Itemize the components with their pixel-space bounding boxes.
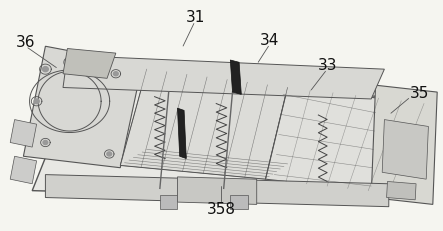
- Polygon shape: [10, 157, 37, 184]
- Text: 31: 31: [186, 10, 205, 25]
- Text: 35: 35: [410, 85, 429, 100]
- Text: 36: 36: [16, 35, 35, 50]
- Text: 358: 358: [207, 202, 236, 216]
- Polygon shape: [120, 70, 288, 179]
- Polygon shape: [63, 49, 116, 79]
- Polygon shape: [382, 120, 428, 179]
- Polygon shape: [107, 152, 112, 156]
- Polygon shape: [265, 88, 424, 193]
- Polygon shape: [387, 182, 416, 200]
- Polygon shape: [46, 175, 389, 207]
- Polygon shape: [63, 56, 385, 100]
- Polygon shape: [113, 72, 118, 76]
- Text: 34: 34: [260, 33, 280, 48]
- Polygon shape: [32, 81, 428, 200]
- Polygon shape: [371, 86, 437, 204]
- Polygon shape: [178, 109, 187, 159]
- Polygon shape: [178, 177, 256, 204]
- Polygon shape: [230, 61, 241, 95]
- Text: 33: 33: [317, 58, 337, 73]
- Polygon shape: [10, 120, 37, 147]
- Polygon shape: [230, 195, 248, 209]
- Polygon shape: [23, 47, 142, 168]
- Polygon shape: [43, 67, 48, 72]
- Polygon shape: [67, 61, 73, 66]
- Polygon shape: [160, 195, 178, 209]
- Polygon shape: [43, 141, 48, 145]
- Polygon shape: [34, 100, 39, 104]
